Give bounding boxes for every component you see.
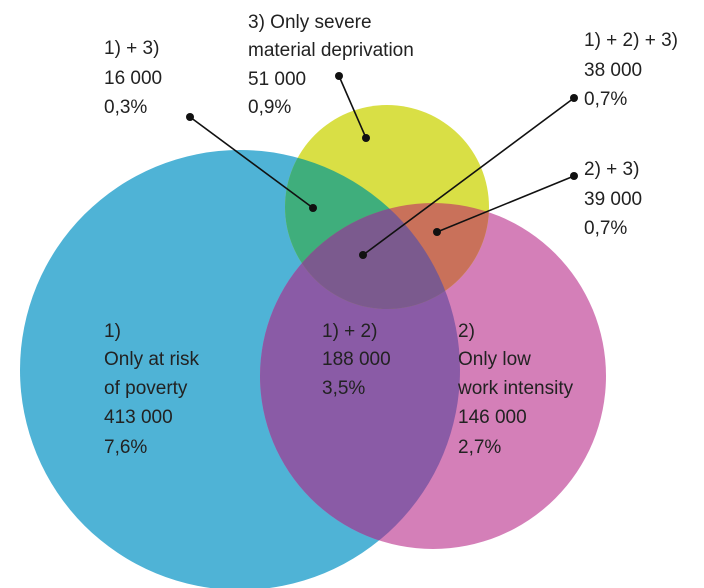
marker-dot-all-three (570, 94, 578, 102)
label-only-poverty-line: of poverty (104, 378, 188, 399)
label-only-poverty-line: 1) (104, 321, 121, 342)
label-poverty-and-deprivation-line: 1) + 3) (104, 38, 159, 59)
label-low-work-and-deprivation-line: 39 000 (584, 189, 642, 210)
leader-line-low-work-deprivation (436, 175, 575, 233)
label-low-work-and-deprivation-line: 0,7% (584, 218, 627, 239)
label-only-low-work-line: Only low (458, 349, 531, 370)
label-only-low-work: 2) Only low work intensity 146 000 2,7% (457, 321, 578, 458)
label-poverty-and-deprivation-line: 0,3% (104, 97, 147, 118)
label-poverty-and-deprivation-line: 16 000 (104, 68, 162, 89)
label-only-low-work-line: work intensity (457, 378, 574, 399)
marker-dot-low-work-deprivation (570, 172, 578, 180)
label-only-low-work-line: 146 000 (458, 407, 527, 428)
label-low-work-and-deprivation-line: 2) + 3) (584, 159, 639, 180)
marker-dot-poverty-deprivation-end (309, 204, 317, 212)
marker-dot-poverty-deprivation (186, 113, 194, 121)
label-only-low-work-line: 2,7% (458, 437, 501, 458)
label-all-three-line: 38 000 (584, 60, 642, 81)
label-only-deprivation-line: 3) Only severe (248, 12, 372, 33)
label-all-three-line: 1) + 2) + 3) (584, 30, 678, 51)
label-poverty-and-low-work: 1) + 2) 188 000 3,5% (322, 321, 396, 399)
label-only-deprivation-line: 51 000 (248, 69, 306, 90)
marker-dot-low-work-deprivation-end (433, 228, 441, 236)
label-all-three-line: 0,7% (584, 89, 627, 110)
label-poverty-and-low-work-line: 3,5% (322, 378, 365, 399)
label-only-poverty-line: 7,6% (104, 437, 147, 458)
leader-line-poverty-deprivation (189, 116, 314, 209)
leader-line-deprivation (338, 75, 367, 139)
label-only-poverty: 1) Only at risk of poverty 413 000 7,6% (104, 321, 204, 458)
label-only-poverty-line: Only at risk (104, 349, 200, 370)
label-only-deprivation-line: 0,9% (248, 97, 291, 118)
label-only-low-work-line: 2) (458, 321, 475, 342)
label-poverty-and-deprivation: 1) + 3) 16 000 0,3% (104, 38, 167, 118)
label-low-work-and-deprivation: 2) + 3) 39 000 0,7% (584, 159, 647, 239)
marker-dot-deprivation-end (362, 134, 370, 142)
leader-line-all-three (362, 97, 575, 256)
label-only-deprivation: 3) Only severe material deprivation 51 0… (248, 12, 419, 118)
label-only-poverty-line: 413 000 (104, 407, 173, 428)
marker-dot-deprivation (335, 72, 343, 80)
label-only-deprivation-line: material deprivation (248, 40, 414, 61)
marker-dot-all-three-end (359, 251, 367, 259)
label-all-three: 1) + 2) + 3) 38 000 0,7% (584, 30, 683, 110)
label-poverty-and-low-work-line: 188 000 (322, 349, 391, 370)
label-poverty-and-low-work-line: 1) + 2) (322, 321, 377, 342)
